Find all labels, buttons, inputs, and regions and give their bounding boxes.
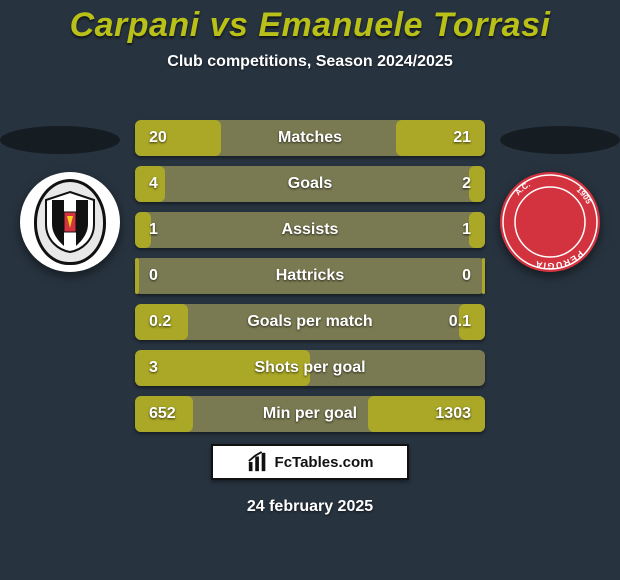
stat-row: 0.2Goals per match0.1 bbox=[135, 304, 485, 340]
stat-value-right: 0.1 bbox=[415, 313, 485, 331]
stat-label: Matches bbox=[205, 129, 415, 147]
stat-value-left: 0.2 bbox=[135, 313, 205, 331]
stat-row: 20Matches21 bbox=[135, 120, 485, 156]
stat-value-right: 0 bbox=[415, 267, 485, 285]
stat-value-right: 21 bbox=[415, 129, 485, 147]
stat-value-right: 2 bbox=[415, 175, 485, 193]
stat-label: Goals bbox=[205, 175, 415, 193]
stat-row: 0Hattricks0 bbox=[135, 258, 485, 294]
stat-value-left: 4 bbox=[135, 175, 205, 193]
fctables-label: FcTables.com bbox=[275, 454, 374, 471]
stat-value-right: 1 bbox=[415, 221, 485, 239]
page-subtitle: Club competitions, Season 2024/2025 bbox=[0, 53, 620, 71]
fctables-badge[interactable]: FcTables.com bbox=[211, 444, 409, 480]
stat-value-right: 1303 bbox=[415, 405, 485, 423]
stat-label: Assists bbox=[205, 221, 415, 239]
stat-row: 652Min per goal1303 bbox=[135, 396, 485, 432]
stat-row: 3Shots per goal bbox=[135, 350, 485, 386]
stat-value-left: 3 bbox=[135, 359, 205, 377]
stat-value-left: 0 bbox=[135, 267, 205, 285]
crest-shadow-left bbox=[0, 126, 120, 154]
stat-row: 1Assists1 bbox=[135, 212, 485, 248]
stat-value-left: 1 bbox=[135, 221, 205, 239]
stat-label: Min per goal bbox=[205, 405, 415, 423]
ascoli-crest bbox=[20, 172, 120, 272]
crest-shadow-right bbox=[500, 126, 620, 154]
stats-rows: 20Matches214Goals21Assists10Hattricks00.… bbox=[135, 120, 485, 442]
stat-label: Shots per goal bbox=[205, 359, 415, 377]
stat-label: Hattricks bbox=[205, 267, 415, 285]
perugia-ring-icon: PERUGIA A.C. 1905 bbox=[500, 172, 600, 272]
page-title: Carpani vs Emanuele Torrasi bbox=[0, 0, 620, 45]
stat-label: Goals per match bbox=[205, 313, 415, 331]
bar-chart-icon bbox=[247, 451, 269, 473]
stat-value-left: 20 bbox=[135, 129, 205, 147]
footer-date: 24 february 2025 bbox=[0, 498, 620, 516]
perugia-crest: PERUGIA A.C. 1905 bbox=[500, 172, 600, 272]
stat-row: 4Goals2 bbox=[135, 166, 485, 202]
ascoli-shield-icon bbox=[44, 190, 96, 254]
stat-value-left: 652 bbox=[135, 405, 205, 423]
